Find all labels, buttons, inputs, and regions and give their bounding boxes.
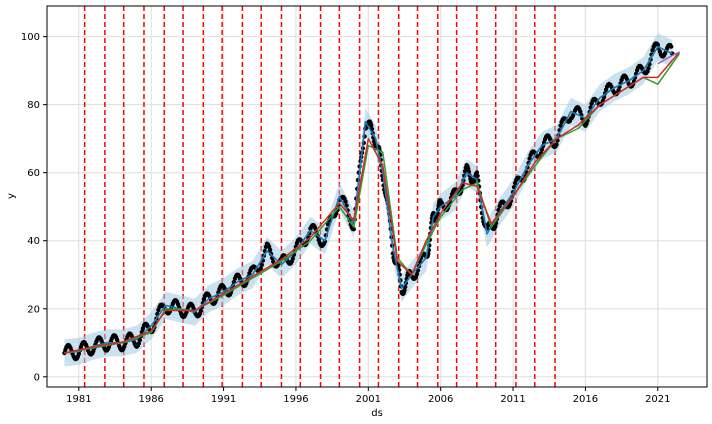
x-tick-label-0: 1981 bbox=[66, 394, 91, 405]
observed-point bbox=[198, 308, 203, 314]
y-tick-label-2: 40 bbox=[27, 236, 40, 247]
x-tick-label-8: 2021 bbox=[645, 394, 670, 405]
observed-point bbox=[655, 42, 660, 47]
observed-point bbox=[259, 262, 264, 267]
observed-point bbox=[650, 48, 655, 53]
observed-point bbox=[558, 123, 563, 128]
series-line-forecast bbox=[64, 46, 673, 354]
observed-point bbox=[137, 337, 142, 343]
uncertainty-band-area bbox=[64, 33, 673, 367]
observed-point bbox=[554, 142, 559, 147]
observed-point bbox=[369, 123, 374, 128]
uncertainty-band bbox=[64, 33, 673, 367]
observed-point bbox=[258, 266, 263, 271]
observed-point bbox=[343, 199, 348, 204]
observed-point bbox=[290, 256, 295, 261]
x-tick-label-1: 1986 bbox=[138, 394, 163, 405]
observed-point bbox=[578, 109, 583, 114]
observed-point bbox=[646, 66, 651, 71]
plot-frame bbox=[46, 5, 708, 388]
y-tick-label-1: 20 bbox=[27, 304, 40, 315]
observed-point bbox=[351, 227, 356, 232]
x-tick-label-6: 2011 bbox=[500, 394, 525, 405]
observed-point bbox=[267, 247, 273, 253]
x-tick-label-3: 1996 bbox=[283, 394, 308, 405]
observed-point bbox=[136, 341, 141, 346]
observed-point bbox=[76, 351, 82, 357]
observed-point bbox=[669, 44, 674, 49]
observed-point bbox=[402, 288, 407, 293]
grid bbox=[47, 6, 707, 387]
x-tick-label-2: 1991 bbox=[211, 394, 236, 405]
observed-point bbox=[527, 156, 532, 161]
y-tick-label-4: 80 bbox=[27, 100, 40, 111]
observed-point bbox=[266, 244, 272, 249]
axes: 1981 1986 1991 1996 2001 2006 2011 2016 2021 0 20 4… bbox=[21, 5, 708, 405]
x-tick-label-4: 2001 bbox=[356, 394, 381, 405]
y-axis-label: y bbox=[6, 193, 17, 199]
observed-point bbox=[414, 272, 420, 277]
y-tick-label-0: 0 bbox=[34, 372, 40, 383]
series bbox=[62, 41, 681, 362]
x-tick-label-5: 2006 bbox=[428, 394, 453, 405]
series-line-trend_purple bbox=[657, 51, 680, 65]
observed-point bbox=[475, 173, 480, 179]
y-tick-label-5: 100 bbox=[21, 32, 40, 43]
y-tick-label-3: 60 bbox=[27, 168, 40, 179]
observed-point bbox=[474, 170, 480, 175]
series-line-trend_red bbox=[64, 51, 681, 354]
x-axis-label: ds bbox=[371, 408, 383, 419]
x-tick-label-7: 2016 bbox=[573, 394, 598, 405]
